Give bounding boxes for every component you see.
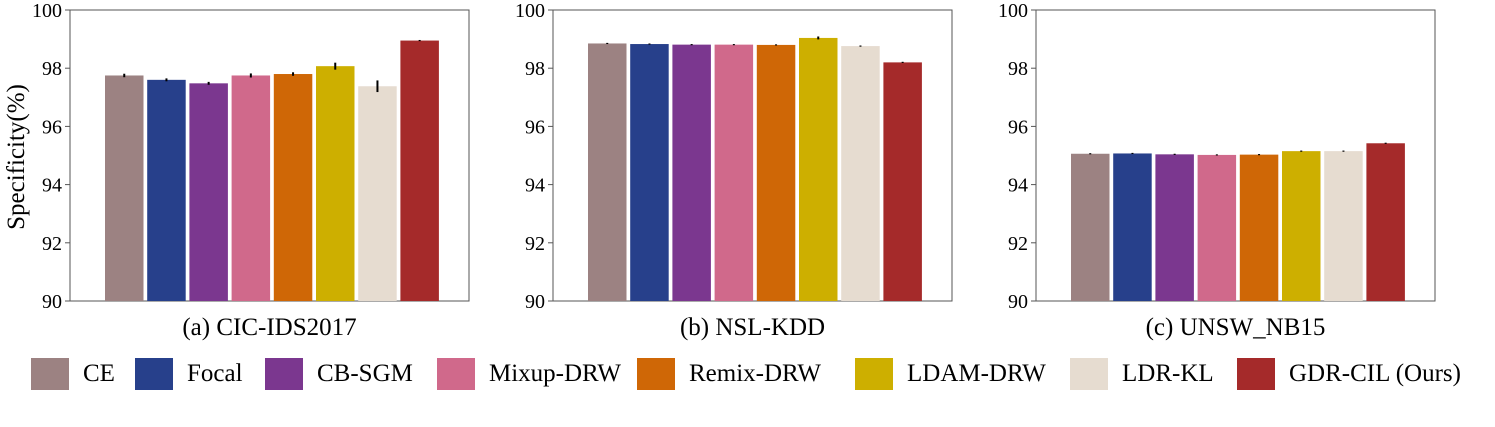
bar-cb-sgm [1155,154,1194,301]
y-tick-label: 94 [525,175,545,197]
legend-swatch [437,358,475,390]
legend-label: Mixup-DRW [489,360,621,387]
bar-focal [1113,153,1152,301]
legend-item-ldam-drw: LDAM-DRW [855,352,1046,396]
bar-ldr-kl [841,46,880,301]
legend-item-gdr-cil-ours: GDR-CIL (Ours) [1237,352,1461,396]
bar-ce [1071,153,1110,301]
legend-swatch [135,358,173,390]
y-tick-label: 100 [32,0,62,22]
y-tick-label: 92 [1008,233,1028,255]
y-tick-label: 96 [1008,116,1028,138]
bar-ldam-drw [316,66,355,302]
bar-gdr-cil-ours [1366,143,1405,301]
y-tick-label: 90 [525,291,545,313]
y-tick-label: 90 [1008,291,1028,313]
legend-label: LDR-KL [1122,360,1214,387]
bar-focal [147,79,186,301]
bar-mixup-drw [1197,154,1237,301]
bar-gdr-cil-ours [883,62,922,301]
bar-remix-drw [273,74,313,302]
bar-ldam-drw [1282,151,1321,301]
legend-label: Focal [187,360,243,387]
y-tick-label: 90 [42,291,62,313]
legend-swatch [1237,358,1275,390]
bar-gdr-cil-ours [400,40,439,302]
legend-swatch [265,358,303,390]
legend-item-cb-sgm: CB-SGM [265,352,413,396]
bar-focal [630,44,669,302]
y-tick-label: 98 [42,58,62,80]
legend-item-ce: CE [31,352,115,396]
bar-cb-sgm [672,44,711,302]
legend-label: Remix-DRW [689,360,821,387]
chart-title-2: (b) NSL-KDD [680,314,825,341]
y-tick-label: 94 [42,175,62,197]
bar-ldr-kl [1324,151,1363,301]
legend-label: LDAM-DRW [907,360,1046,387]
legend-item-ldr-kl: LDR-KL [1070,352,1214,396]
legend-swatch [637,358,675,390]
y-tick-label: 94 [1008,175,1028,197]
y-tick-label: 92 [42,233,62,255]
bar-mixup-drw [231,75,271,301]
y-tick-label: 96 [525,116,545,138]
legend-item-mixup-drw: Mixup-DRW [437,352,621,396]
bar-mixup-drw [714,44,754,302]
y-tick-label: 92 [525,233,545,255]
chart-title-3: (c) UNSW_NB15 [1146,314,1326,341]
bar-ldam-drw [799,37,838,301]
legend-swatch [855,358,893,390]
bar-ce [588,43,627,302]
legend-item-focal: Focal [135,352,243,396]
legend-swatch [31,358,69,390]
bar-cb-sgm [189,83,228,301]
legend-label: CB-SGM [317,360,413,387]
y-tick-label: 98 [1008,58,1028,80]
legend-item-remix-drw: Remix-DRW [637,352,821,396]
y-tick-label: 98 [525,58,545,80]
legend-label: GDR-CIL (Ours) [1289,360,1461,387]
y-tick-label: 100 [998,0,1028,22]
legend-label: CE [83,360,115,387]
y-tick-label: 96 [42,116,62,138]
y-tick-label: 100 [515,0,545,22]
chart-title-1: (a) CIC-IDS2017 [182,314,356,341]
y-axis-label: Specificity(%) [3,84,30,230]
legend: CE Focal CB-SGM Mixup-DRW Remix-DRW LDAM-DRW L… [0,352,1495,396]
bar-ce [105,75,144,301]
bar-ldr-kl [358,86,397,301]
bar-remix-drw [1239,154,1279,301]
legend-swatch [1070,358,1108,390]
bar-remix-drw [756,44,796,302]
